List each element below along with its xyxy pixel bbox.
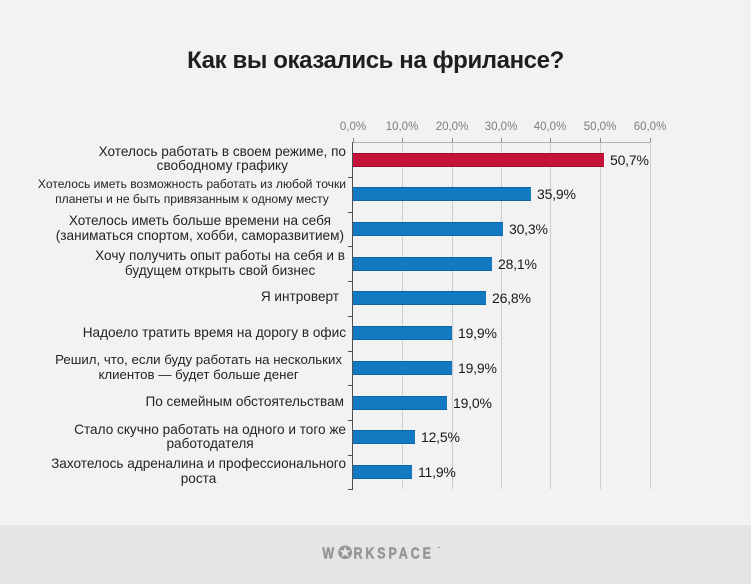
svg-text:W: W [322,544,334,562]
svg-text:RKSPACE: RKSPACE [353,544,433,562]
